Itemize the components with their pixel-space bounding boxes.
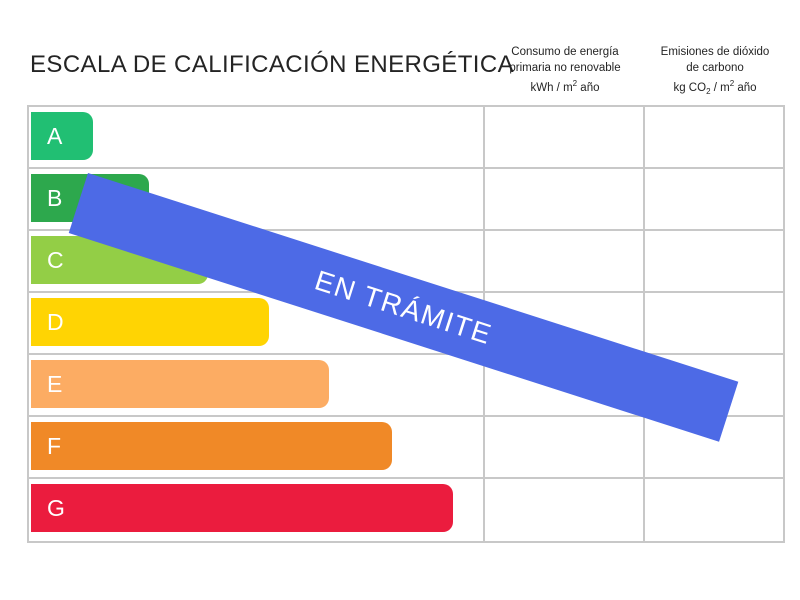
emisiones-line-1: Emisiones de dióxido (660, 46, 770, 58)
rating-letter-c: C (47, 247, 64, 273)
emisiones-unit: kg CO2 / m2 año (673, 79, 757, 97)
rating-letter-g: G (47, 495, 65, 521)
rating-row-f: F (29, 417, 485, 479)
emisiones-cell-d (645, 293, 783, 355)
rating-letter-d: D (47, 309, 64, 335)
rating-row-g: G (29, 479, 485, 541)
rating-letter-a: A (47, 123, 63, 149)
rating-letter-b: B (47, 185, 63, 211)
rating-bar-f: F (31, 422, 392, 470)
rating-row-e: E (29, 355, 485, 417)
emisiones-cell-c (645, 231, 783, 293)
rating-bar-g: G (31, 484, 453, 532)
consumo-cell-c (485, 231, 645, 293)
emisiones-cell-f (645, 417, 783, 479)
rating-bar-d: D (31, 298, 269, 346)
emisiones-cell-g (645, 479, 783, 541)
emisiones-cell-b (645, 169, 783, 231)
page-title: ESCALA DE CALIFICACIÓN ENERGÉTICA (30, 51, 514, 78)
emisiones-line-2: de carbono (686, 62, 744, 74)
consumo-cell-b (485, 169, 645, 231)
consumo-cell-g (485, 479, 645, 541)
emisiones-cell-a (645, 107, 783, 169)
rating-bar-e: E (31, 360, 329, 408)
consumo-cell-a (485, 107, 645, 169)
rating-letter-e: E (47, 371, 63, 397)
rating-row-a: A (29, 107, 485, 169)
consumo-unit: kWh / m2 año (530, 79, 600, 94)
consumo-line-2: primaria no renovable (509, 62, 621, 74)
column-header-emisiones: Emisiones de dióxido de carbono kg CO2 /… (645, 44, 785, 100)
rating-row-d: D (29, 293, 485, 355)
consumo-cell-f (485, 417, 645, 479)
rating-letter-f: F (47, 433, 62, 459)
rating-bar-a: A (31, 112, 93, 160)
consumo-line-1: Consumo de energía (511, 46, 619, 58)
column-header-consumo: Consumo de energía primaria no renovable… (485, 44, 645, 96)
